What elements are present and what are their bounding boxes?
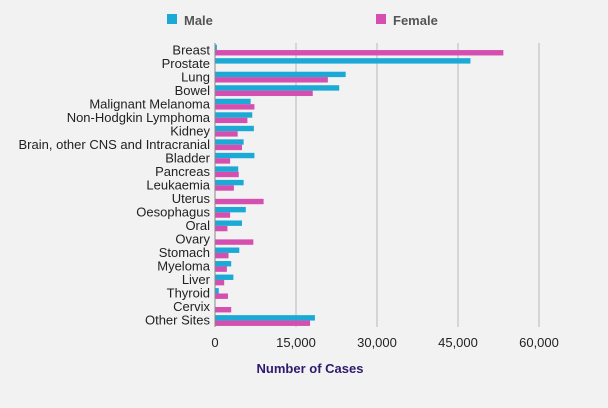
x-tick-label: 45,000	[438, 335, 478, 350]
bar-female	[215, 117, 248, 124]
bar-female	[215, 252, 229, 259]
bar-male	[215, 206, 246, 213]
category-label: Liver	[182, 272, 211, 287]
bar-male	[215, 288, 219, 294]
category-label: Bladder	[165, 150, 210, 165]
bar-male	[215, 139, 244, 145]
category-label: Ovary	[175, 232, 210, 247]
gridlines	[295, 43, 540, 327]
bar-male	[215, 315, 315, 321]
x-tick-labels: 0 15,000 30,000 45,000 60,000	[211, 335, 559, 350]
bar-female	[215, 279, 225, 286]
bar-female	[215, 77, 328, 83]
bar-female	[215, 198, 264, 205]
bar-male	[215, 220, 242, 226]
bars	[215, 44, 504, 326]
bar-female	[215, 90, 313, 97]
legend-swatch-female	[376, 14, 386, 24]
category-label: Uterus	[172, 191, 211, 206]
category-label: Non-Hodgkin Lymphoma	[67, 110, 211, 125]
category-label: Leukaemia	[146, 178, 210, 193]
category-label: Prostate	[162, 56, 210, 71]
legend-label-male: Male	[184, 13, 213, 28]
bar-female	[215, 171, 239, 178]
bar-male	[215, 112, 253, 118]
category-label: Thyroid	[167, 286, 210, 301]
bar-male	[215, 274, 234, 280]
bar-female	[215, 50, 504, 56]
x-tick-label: 0	[211, 335, 218, 350]
category-label: Brain, other CNS and Intracranial	[19, 137, 211, 152]
bar-female	[215, 307, 232, 313]
bar-female	[215, 266, 227, 272]
bar-female	[215, 131, 238, 137]
bar-male	[215, 261, 232, 267]
bar-male	[215, 44, 217, 51]
bar-female	[215, 239, 254, 245]
category-label: Lung	[181, 69, 210, 84]
category-label: Kidney	[170, 123, 210, 138]
bar-male	[215, 71, 346, 78]
bar-female	[215, 225, 228, 232]
legend-label-female: Female	[393, 13, 438, 28]
bar-female	[215, 320, 311, 326]
category-label: Other Sites	[145, 313, 211, 328]
bar-male	[215, 125, 254, 132]
x-tick-label: 15,000	[276, 335, 316, 350]
category-label: Pancreas	[155, 164, 210, 179]
bar-male	[215, 58, 471, 64]
bar-male	[215, 85, 340, 91]
bar-male	[215, 98, 251, 105]
bar-female	[215, 158, 231, 164]
bar-female	[215, 185, 234, 191]
category-label: Stomach	[159, 245, 210, 260]
legend: Male Female	[167, 13, 438, 28]
bar-male	[215, 247, 240, 253]
category-label: Malignant Melanoma	[89, 96, 210, 111]
x-tick-label: 60,000	[519, 335, 559, 350]
legend-swatch-male	[167, 14, 177, 24]
category-label: Cervix	[173, 299, 210, 314]
bar-male	[215, 166, 239, 172]
category-label: Oral	[185, 218, 210, 233]
x-axis-title: Number of Cases	[257, 361, 364, 376]
category-label: Myeloma	[157, 259, 211, 274]
bar-female	[215, 293, 228, 299]
bar-female	[215, 144, 242, 151]
bar-female	[215, 212, 231, 218]
x-tick-label: 30,000	[357, 335, 397, 350]
category-label: Oesophagus	[136, 205, 210, 220]
bar-female	[215, 104, 255, 110]
category-label: Bowel	[175, 83, 211, 98]
bar-male	[215, 179, 244, 186]
category-label: Breast	[172, 42, 210, 57]
bar-male	[215, 152, 255, 159]
